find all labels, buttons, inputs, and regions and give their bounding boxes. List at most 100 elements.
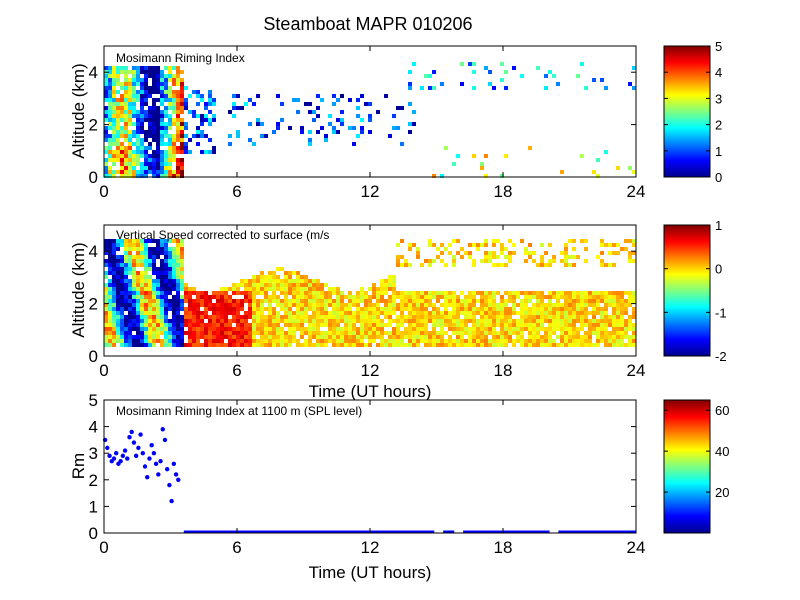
heatmap-cell (148, 331, 152, 335)
heatmap-cell (156, 303, 160, 307)
heatmap-cell (516, 295, 520, 299)
heatmap-cell (532, 331, 536, 335)
heatmap-cell (564, 319, 568, 323)
heatmap-cell (204, 303, 208, 307)
heatmap-cell (452, 239, 456, 243)
heatmap-cell (340, 94, 344, 98)
heatmap-cell (480, 323, 484, 327)
heatmap-cell (164, 267, 168, 271)
x-tick-label: 0 (99, 361, 108, 380)
heatmap-cell (372, 327, 376, 331)
heatmap-cell (528, 291, 532, 295)
heatmap-cell (388, 307, 392, 311)
heatmap-cell (292, 299, 296, 303)
heatmap-cell (172, 323, 176, 327)
heatmap-cell (136, 126, 140, 130)
heatmap-cell (156, 339, 160, 343)
heatmap-cell (180, 94, 184, 98)
heatmap-cell (376, 323, 380, 327)
heatmap-cell (272, 311, 276, 315)
scatter-point (164, 466, 170, 472)
heatmap-cell (300, 126, 304, 130)
heatmap-cell (108, 138, 112, 142)
heatmap-cell (112, 110, 116, 114)
heatmap-cell (172, 307, 176, 311)
heatmap-cell (316, 323, 320, 327)
heatmap-cell (364, 335, 368, 339)
heatmap-cell (108, 166, 112, 170)
heatmap-cell (516, 339, 520, 343)
heatmap-cell (176, 339, 180, 343)
heatmap-cell (236, 315, 240, 319)
heatmap-cell (412, 243, 416, 247)
heatmap-cell (596, 339, 600, 343)
heatmap-cell (624, 311, 628, 315)
heatmap-cell (492, 319, 496, 323)
heatmap-cell (444, 315, 448, 319)
heatmap-cell (108, 142, 112, 146)
heatmap-cell (316, 295, 320, 299)
heatmap-cell (132, 239, 136, 243)
scatter-point (147, 456, 152, 461)
heatmap-cell (592, 170, 596, 174)
heatmap-cell (344, 323, 348, 327)
heatmap-cell (544, 251, 548, 255)
heatmap-cell (348, 323, 352, 327)
heatmap-cell (304, 275, 308, 279)
heatmap-cell (292, 295, 296, 299)
heatmap-cell (108, 98, 112, 102)
heatmap-cell (632, 323, 636, 327)
heatmap-cell (408, 327, 412, 331)
heatmap-cell (128, 158, 132, 162)
heatmap-cell (256, 311, 260, 315)
heatmap-cell (176, 267, 180, 271)
heatmap-cell (316, 114, 320, 118)
heatmap-cell (276, 339, 280, 343)
heatmap-cell (104, 110, 108, 114)
heatmap-cell (592, 299, 596, 303)
heatmap-cell (528, 307, 532, 311)
heatmap-cell (184, 283, 188, 287)
heatmap-cell (192, 114, 196, 118)
heatmap-cell (392, 331, 396, 335)
heatmap-cell (620, 295, 624, 299)
heatmap-cell (440, 295, 444, 299)
heatmap-cell (352, 295, 356, 299)
heatmap-cell (612, 307, 616, 311)
heatmap-cell (436, 335, 440, 339)
heatmap-cell (132, 327, 136, 331)
heatmap-cell (120, 255, 124, 259)
heatmap-cell (224, 331, 228, 335)
heatmap-cell (212, 343, 216, 347)
heatmap-cell (464, 303, 468, 307)
heatmap-cell (128, 150, 132, 154)
heatmap-cell (388, 134, 392, 138)
heatmap-cell (132, 307, 136, 311)
heatmap-cell (408, 299, 412, 303)
heatmap-cell (120, 82, 124, 86)
heatmap-cell (368, 319, 372, 323)
heatmap-cell (260, 327, 264, 331)
heatmap-cell (372, 287, 376, 291)
heatmap-cell (212, 331, 216, 335)
heatmap-cell (248, 343, 252, 347)
heatmap-cell (504, 335, 508, 339)
heatmap-cell (296, 327, 300, 331)
heatmap-cell (180, 126, 184, 130)
heatmap-cell (136, 118, 140, 122)
heatmap-cell (548, 307, 552, 311)
heatmap-cell (456, 299, 460, 303)
heatmap-cell (108, 118, 112, 122)
heatmap-cell (360, 315, 364, 319)
heatmap-cell (432, 343, 436, 347)
heatmap-cell (352, 142, 356, 146)
heatmap-cell (472, 311, 476, 315)
heatmap-cell (168, 134, 172, 138)
heatmap-cell (248, 311, 252, 315)
heatmap-cell (300, 295, 304, 299)
heatmap-cell (176, 275, 180, 279)
heatmap-cell (252, 335, 256, 339)
heatmap-cell (344, 315, 348, 319)
heatmap-cell (196, 315, 200, 319)
heatmap-cell (468, 339, 472, 343)
